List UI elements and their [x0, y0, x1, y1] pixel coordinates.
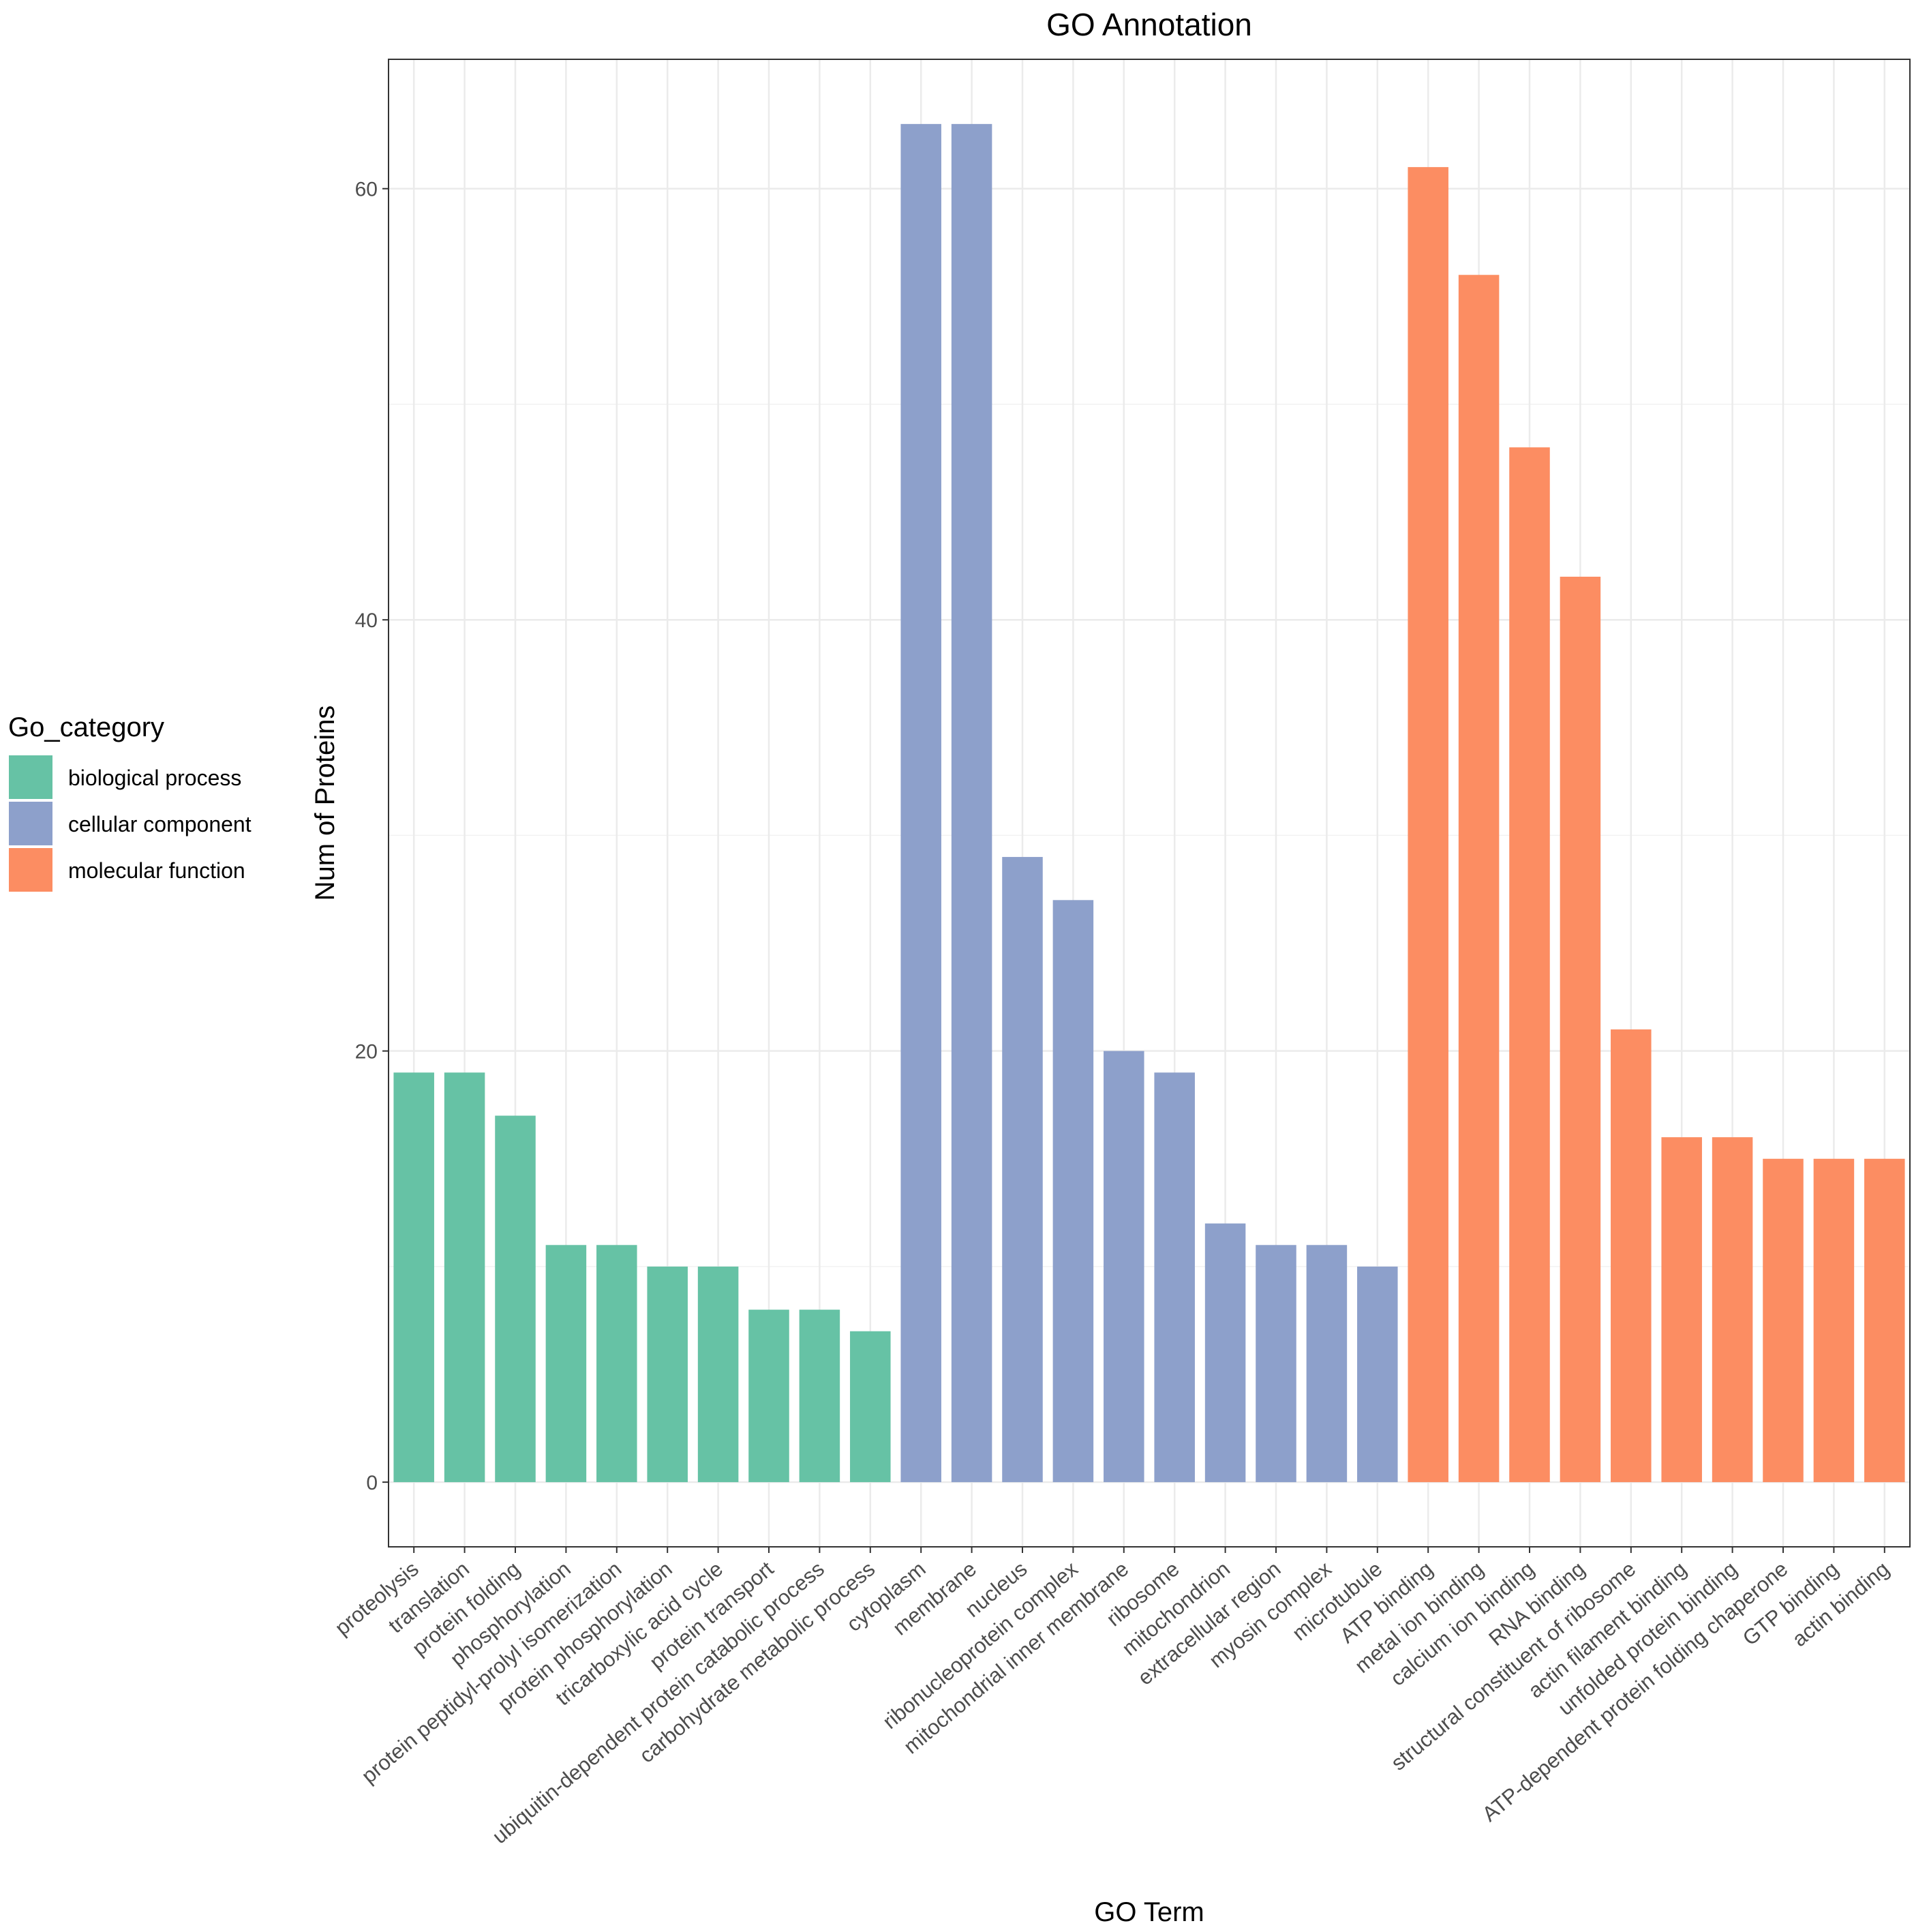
bar	[748, 1310, 789, 1483]
legend-key-molecular-function	[9, 848, 52, 892]
bar	[1509, 447, 1550, 1483]
legend: Go_category biological process cellular …	[8, 712, 252, 892]
bar	[1357, 1266, 1398, 1483]
y-tick-label: 20	[355, 1041, 378, 1063]
plot-panel	[389, 59, 1910, 1547]
bar	[1661, 1137, 1702, 1483]
bar	[545, 1245, 587, 1483]
y-tick-label: 0	[366, 1472, 378, 1494]
legend-title: Go_category	[8, 712, 164, 742]
y-axis: 0 20 40 60	[355, 179, 389, 1494]
bars	[393, 123, 1905, 1483]
y-axis-title: Num of Proteins	[310, 706, 340, 901]
bar	[951, 123, 992, 1483]
bar	[799, 1310, 840, 1483]
bar	[1458, 275, 1500, 1483]
bar	[393, 1072, 434, 1483]
bar	[1052, 900, 1094, 1483]
legend-key-biological-process	[9, 755, 52, 799]
bar	[495, 1115, 536, 1483]
bar	[1204, 1223, 1246, 1483]
y-tick-label: 40	[355, 609, 378, 632]
bar	[1408, 167, 1448, 1483]
bar	[1712, 1137, 1753, 1483]
bar	[1002, 857, 1043, 1483]
bar	[1560, 576, 1601, 1483]
bar	[1864, 1158, 1905, 1483]
bar	[1256, 1245, 1296, 1483]
chart-title: GO Annotation	[1046, 7, 1252, 42]
bar	[900, 123, 941, 1483]
bar	[1763, 1158, 1804, 1483]
bar	[647, 1266, 688, 1483]
bar	[1611, 1029, 1652, 1483]
bar	[596, 1245, 637, 1483]
legend-label-molecular-function: molecular function	[68, 858, 245, 883]
bar	[1104, 1051, 1144, 1483]
plot-panel-border	[388, 59, 1911, 1548]
x-axis-title: GO Term	[1094, 1897, 1204, 1927]
bar	[1306, 1245, 1348, 1483]
bar	[697, 1266, 739, 1483]
y-tick-label: 60	[355, 179, 378, 201]
legend-label-cellular-component: cellular component	[68, 812, 252, 836]
bar	[1813, 1158, 1855, 1483]
bar	[1154, 1072, 1195, 1483]
legend-key-cellular-component	[9, 802, 52, 845]
bar	[850, 1331, 891, 1483]
legend-label-biological-process: biological process	[68, 766, 241, 790]
bar	[444, 1072, 485, 1483]
